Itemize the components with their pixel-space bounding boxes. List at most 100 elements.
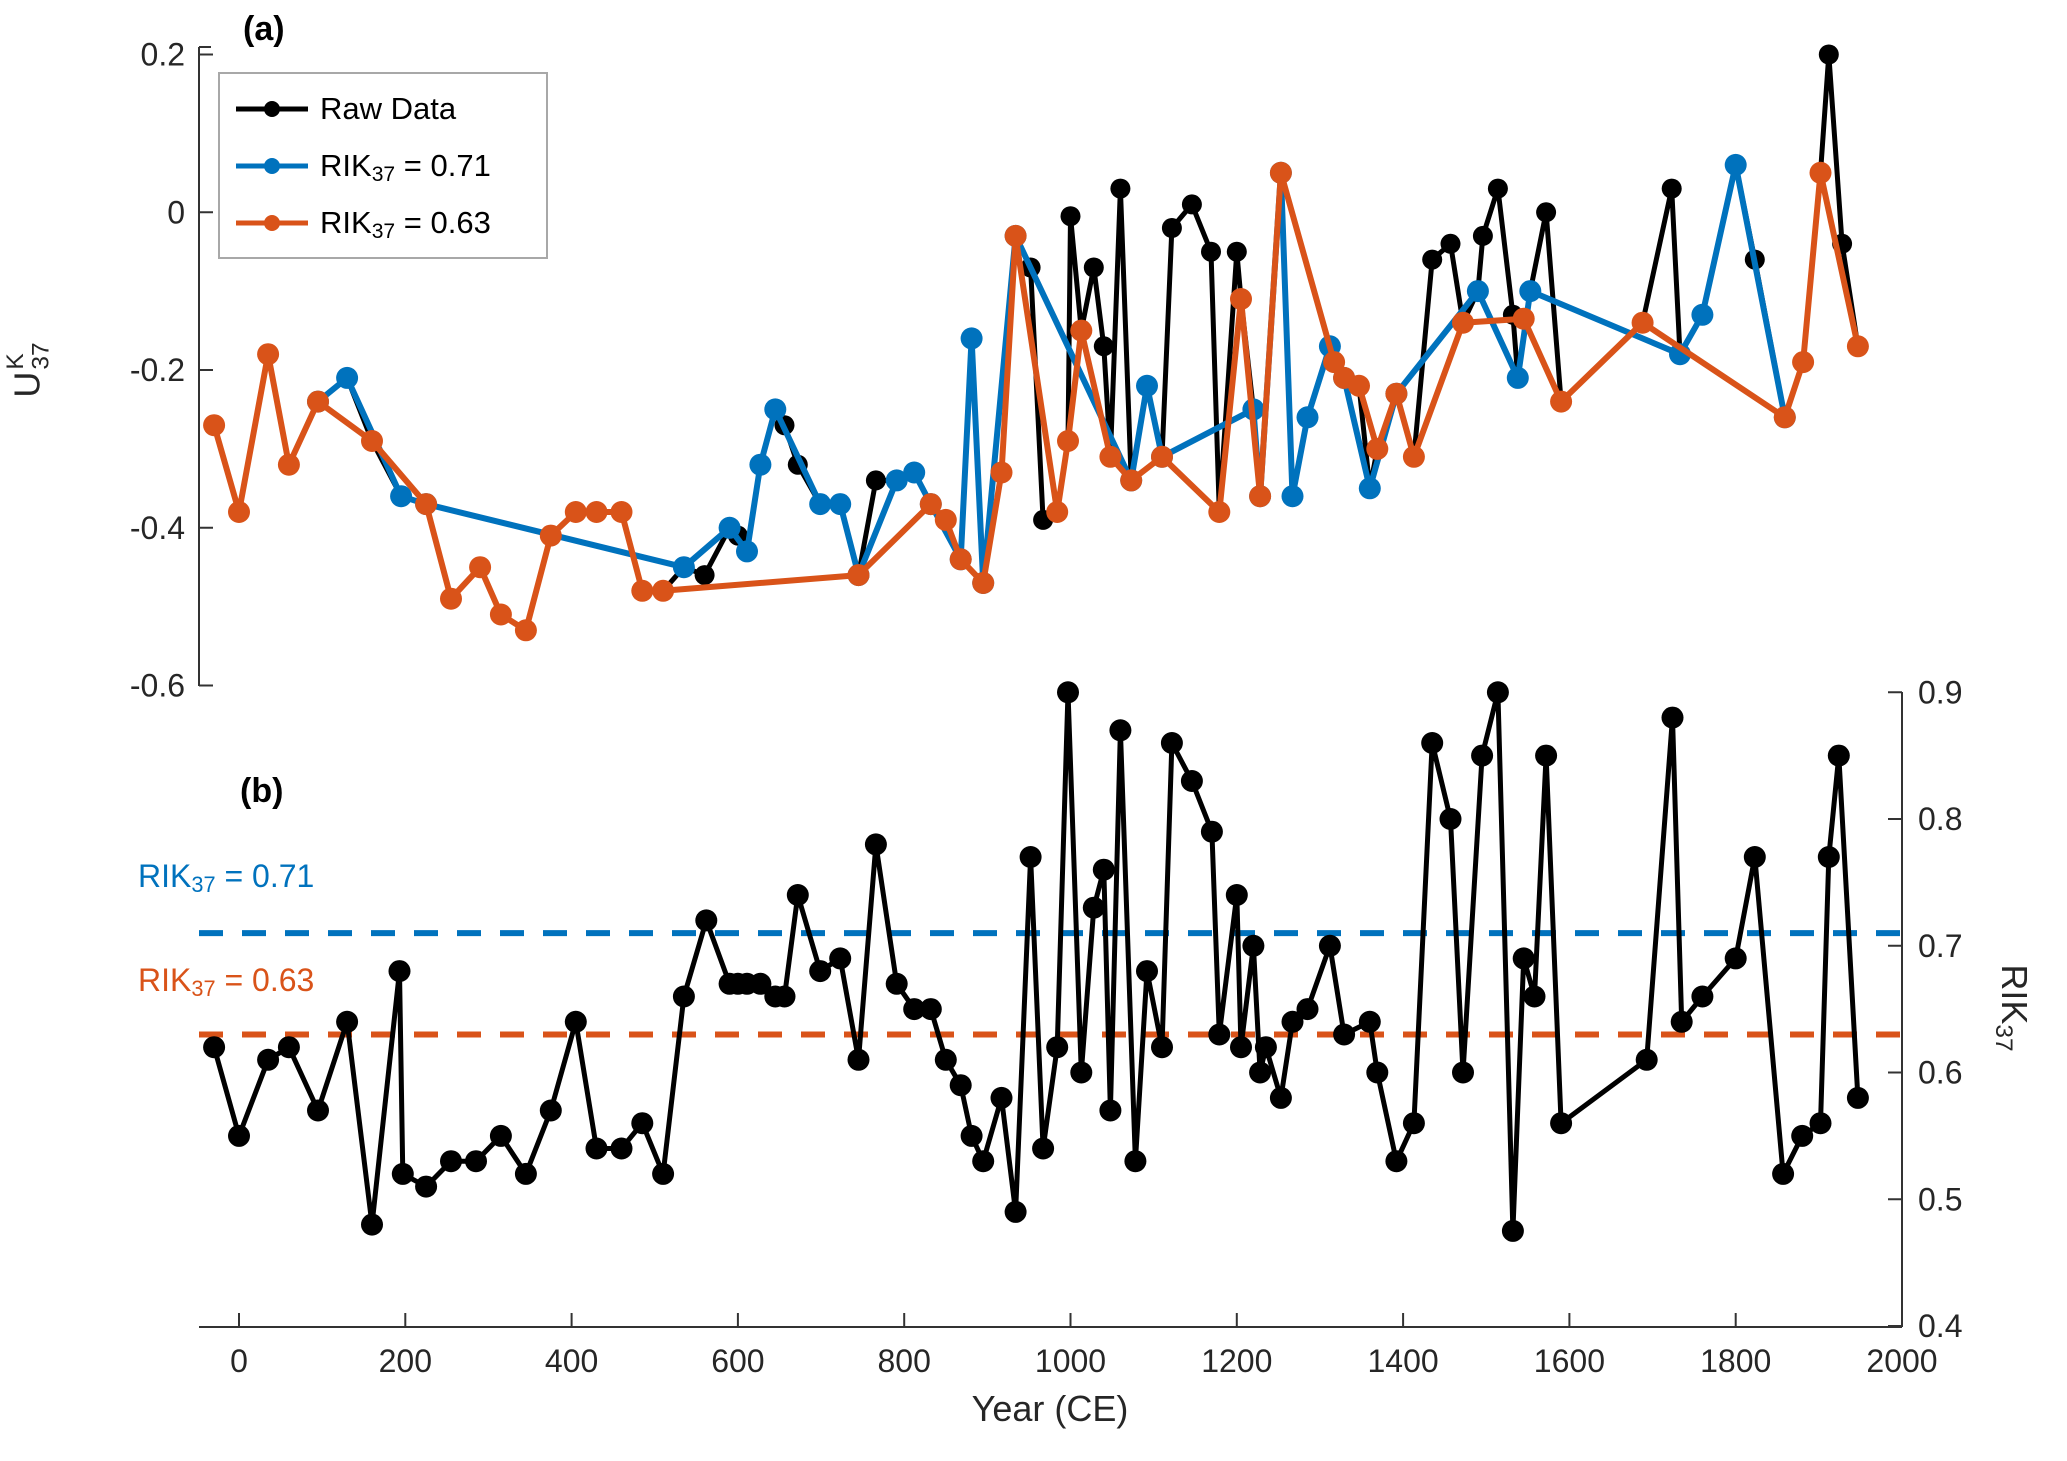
y-axis-label-b: RIK37	[1990, 964, 2035, 1051]
series-rik-063-marker	[610, 501, 633, 523]
series-rik-063-marker	[440, 587, 462, 610]
series-rik-071-marker	[1466, 280, 1489, 303]
series-rik37-record-marker	[1151, 1036, 1173, 1059]
series-rik37-record-marker	[1160, 732, 1183, 754]
series-rik-071-marker	[829, 493, 852, 516]
series-rik37-record-marker	[257, 1048, 280, 1071]
series-rik37-record-marker	[1296, 998, 1319, 1021]
threshold-label-071: RIK37 = 0.71	[138, 858, 315, 898]
series-rik37-record-marker	[564, 1010, 587, 1033]
series-rik-063-marker	[1046, 501, 1069, 523]
series-raw-data-marker	[1083, 257, 1104, 278]
series-rik-063-marker	[1773, 406, 1796, 429]
series-rik-063-marker	[847, 564, 870, 587]
panel-a-y-tick-label: -0.4	[130, 510, 185, 546]
x-tick-label: 1600	[1534, 1343, 1605, 1379]
series-rik-071-marker	[1358, 477, 1381, 500]
series-rik-063-marker	[257, 343, 280, 366]
legend-label-rik063: RIK	[320, 204, 372, 240]
series-raw-data-marker	[1422, 249, 1443, 270]
series-rik37-record-marker	[1019, 846, 1042, 868]
series-rik37-record-marker	[1057, 681, 1079, 704]
series-rik37-record-marker	[1791, 1124, 1814, 1147]
series-rik37-record-marker	[1817, 846, 1840, 868]
series-rik-063-marker	[514, 619, 537, 642]
series-rik-071-marker	[1281, 485, 1304, 508]
series-rik-071-marker	[1136, 374, 1158, 397]
series-rik37-record-marker	[1635, 1048, 1658, 1071]
legend-label-raw: Raw Data	[320, 90, 457, 126]
legend-entry-rik-063: RIK37 = 0.63	[220, 195, 546, 251]
series-rik37-record-marker	[1535, 744, 1558, 767]
series-rik37-record-marker	[1242, 934, 1265, 957]
series-raw-data-marker	[1161, 218, 1182, 238]
series-rik37-record-marker	[1366, 1061, 1389, 1084]
series-rik37-record-marker	[1208, 1023, 1231, 1046]
series-raw-data-marker	[1661, 178, 1682, 199]
series-rik-063-marker	[307, 390, 329, 413]
panel-b-label: (b)	[240, 772, 284, 810]
panel-a-y-tick-label: -0.2	[130, 352, 185, 388]
series-rik37-record-marker	[652, 1162, 675, 1185]
series-rik37-record-marker	[885, 972, 908, 995]
series-rik-063-marker	[1249, 485, 1272, 508]
series-rik-063-marker	[415, 493, 438, 516]
series-rik37-record-marker	[773, 985, 796, 1008]
series-rik37-record-marker	[1772, 1162, 1795, 1185]
series-rik-063-marker	[489, 603, 512, 626]
legend-line-orange-icon	[236, 214, 308, 231]
legend-box: Raw Data RIK37 = 0.71 RIK37 = 0.63	[218, 72, 548, 259]
series-rik-071-marker	[718, 516, 741, 539]
series-rik-063-marker	[469, 556, 492, 579]
series-rik37-record-marker	[415, 1175, 438, 1198]
x-tick-label: 1200	[1201, 1343, 1272, 1379]
series-rik-063-marker	[539, 524, 562, 547]
panel-a-y-tick-label: 0	[167, 194, 185, 230]
series-rik-063-marker	[1057, 430, 1079, 452]
series-raw-data-marker	[1181, 194, 1202, 215]
series-rik-071-marker	[672, 556, 695, 579]
panel-a-y-tick-label: -0.6	[130, 668, 185, 704]
series-rik37-record-marker	[1092, 858, 1115, 881]
series-raw-data-marker	[1536, 202, 1557, 223]
panel-a-label: (a)	[243, 10, 285, 48]
series-rik-071-marker	[1296, 406, 1319, 429]
series-rik37-record-marker	[610, 1137, 633, 1160]
series-rik-071-marker	[903, 461, 926, 484]
series-raw-data-marker	[694, 565, 715, 586]
series-rik-063-marker	[277, 453, 300, 476]
series-rik37-record-marker	[1486, 681, 1509, 704]
series-raw-data-marker	[1201, 241, 1221, 262]
series-rik37-record-marker	[1269, 1086, 1292, 1109]
series-rik-071-marker	[1691, 303, 1714, 326]
series-rik-063-marker	[1366, 437, 1389, 460]
series-rik37-record-marker	[440, 1150, 462, 1173]
series-rik-071-marker	[1724, 153, 1747, 176]
series-rik-071-marker	[1506, 366, 1529, 389]
series-rik37-record-marker	[1004, 1200, 1027, 1223]
series-rik37-record-marker	[1249, 1061, 1272, 1084]
series-rik37-record-marker	[786, 884, 809, 906]
series-rik37-record-marker	[903, 998, 926, 1021]
series-rik37-record-marker	[1032, 1137, 1055, 1160]
series-rik37-record-marker	[391, 1162, 414, 1185]
series-rik37-record-marker	[809, 960, 832, 983]
series-rik-063-marker	[1402, 445, 1425, 468]
series-rik37-record-marker	[1099, 1099, 1122, 1122]
panel-b-y-tick-label: 0.4	[1918, 1308, 1962, 1344]
series-rik-063-marker	[1004, 224, 1027, 247]
panel-b-y-tick-label: 0.9	[1918, 674, 1962, 710]
series-rik-063-marker	[585, 501, 608, 523]
x-tick-label: 1000	[1035, 1343, 1106, 1379]
series-rik-063-marker	[1323, 351, 1346, 374]
series-rik37-record-marker	[1358, 1010, 1381, 1033]
series-rik37-record-marker	[1846, 1086, 1869, 1109]
x-tick-label: 600	[711, 1343, 764, 1379]
panel-b-y-tick-label: 0.8	[1918, 801, 1962, 837]
series-rik37-record-marker	[1109, 719, 1132, 742]
series-rik37-record-marker	[864, 833, 887, 856]
y-axis-label-a: U K 37	[2, 342, 55, 397]
series-rik37-record-marker	[631, 1112, 654, 1135]
series-raw-data-marker	[1093, 336, 1114, 357]
